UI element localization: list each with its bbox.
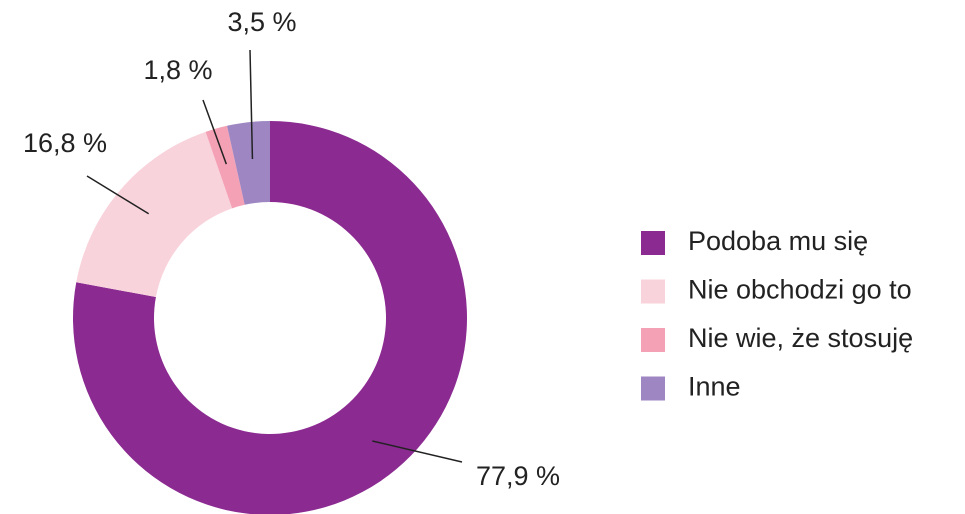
leader-line xyxy=(202,99,228,165)
legend-swatch xyxy=(641,231,665,255)
legend-label: Inne xyxy=(688,372,741,402)
legend-swatch xyxy=(641,328,665,352)
leader-line xyxy=(372,440,463,463)
leader-line xyxy=(86,175,150,215)
data-label: 1,8 % xyxy=(143,55,212,85)
data-label: 3,5 % xyxy=(227,7,296,37)
legend-swatch xyxy=(641,376,665,401)
data-label: 16,8 % xyxy=(23,128,107,158)
data-label: 77,9 % xyxy=(476,461,560,491)
donut-segment xyxy=(227,121,270,205)
legend-swatch xyxy=(641,279,665,304)
donut-segment xyxy=(205,125,245,209)
legend-label: Nie wie, że stosuję xyxy=(688,323,913,353)
donut-segment xyxy=(76,131,233,297)
donut-segment xyxy=(73,121,467,514)
leader-line xyxy=(249,49,254,159)
legend-label: Podoba mu się xyxy=(688,226,868,256)
legend-label: Nie obchodzi go to xyxy=(688,275,912,305)
